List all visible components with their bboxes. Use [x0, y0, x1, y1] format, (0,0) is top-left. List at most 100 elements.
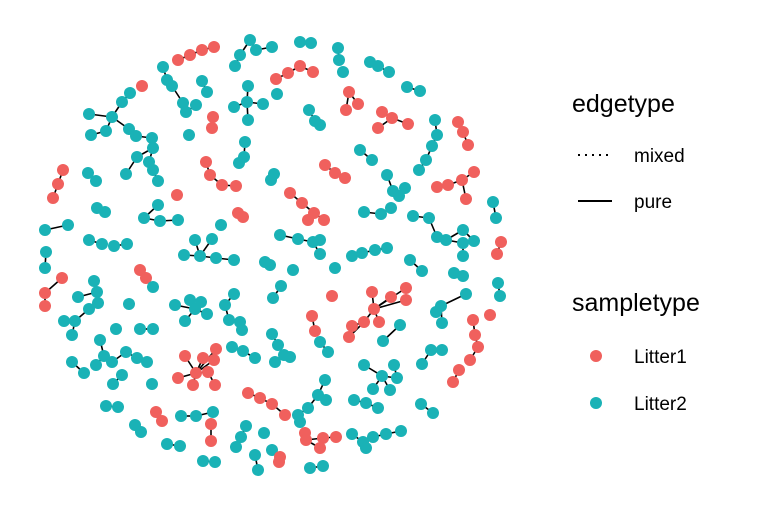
litter1-node-16-0	[376, 106, 388, 118]
litter2-node-48-0	[346, 250, 358, 262]
litter1-node-98-2	[317, 432, 329, 444]
litter2-node-25-4	[147, 164, 159, 176]
litter2-node-19-1	[146, 132, 158, 144]
litter2-node-65-0	[228, 288, 240, 300]
litter1-node-22-1	[457, 126, 469, 138]
litter2-node-64-0	[460, 288, 472, 300]
litter2-node-69-0	[394, 319, 406, 331]
litter2-node-43-0	[407, 210, 419, 222]
litter2-node-103-1	[209, 456, 221, 468]
litter1-node-57-2	[39, 300, 51, 312]
litter2-node-97-5	[360, 442, 372, 454]
litter2-node-78-5	[131, 352, 143, 364]
litter2-node-88-0	[348, 394, 360, 406]
litter1-node-61-6	[358, 316, 370, 328]
litter2-node-23-0	[239, 136, 251, 148]
litter2-node-104-0	[249, 449, 261, 461]
litter1-node-28-0	[200, 156, 212, 168]
litter2-node-43-1	[423, 212, 435, 224]
litter1-node-94-1	[205, 435, 217, 447]
litter2-node-44-1	[292, 233, 304, 245]
litter2-node-62-1	[494, 290, 506, 302]
litter1-node-98-4	[314, 442, 326, 454]
legend-edgetype-title: edgetype	[572, 90, 675, 118]
litter2-node-97-3	[380, 428, 392, 440]
litter1-node-7-1	[282, 67, 294, 79]
litter2-node-73-0	[134, 323, 146, 335]
litter2-node-97-4	[395, 425, 407, 437]
litter1-node-14-1	[352, 98, 364, 110]
litter2-node-64-3	[436, 317, 448, 329]
litter2-node-46-1	[96, 238, 108, 250]
litter2-node-10-1	[116, 96, 128, 108]
litter1-node-0-1	[184, 49, 196, 61]
litter2-node-92-1	[190, 410, 202, 422]
legend-mixed-label: mixed	[634, 146, 685, 167]
litter2-node-75-1	[272, 339, 284, 351]
litter2-node-92-2	[207, 406, 219, 418]
litter2-node-73-1	[147, 323, 159, 335]
litter2-node-24-1	[366, 154, 378, 166]
litter1-node-0-3	[208, 41, 220, 53]
litter1-node-28-1	[204, 169, 216, 181]
litter1-node-81-5	[190, 367, 202, 379]
litter1-node-94-0	[205, 418, 217, 430]
litter2-node-21-4	[413, 164, 425, 176]
litter2-node-72-1	[236, 324, 248, 336]
litter2-node-10-0	[124, 87, 136, 99]
litter1-node-36-4	[302, 214, 314, 226]
litter1-node-27-0	[57, 164, 69, 176]
litter2-node-12-0	[242, 80, 254, 92]
litter2-node-58-0	[88, 275, 100, 287]
litter1-node-22-0	[452, 116, 464, 128]
litter2-node-77-1	[425, 344, 437, 356]
litter2-node-12-4	[242, 114, 254, 126]
litter1-node-32-1	[456, 174, 468, 186]
litter2-node-58-5	[69, 315, 81, 327]
litter1-node-30-0	[319, 159, 331, 171]
litter1-node-87-3	[279, 409, 291, 421]
litter1-node-61-7	[346, 320, 358, 332]
litter2-node-2-0	[229, 60, 241, 72]
litter2-node-60-1	[267, 292, 279, 304]
litter2-node-54-0	[287, 264, 299, 276]
litter2-node-42-0	[215, 219, 227, 231]
litter1-node-61-3	[400, 294, 412, 306]
litter2-node-50-0	[40, 246, 52, 258]
legend-litter1-label: Litter1	[634, 347, 687, 368]
litter1-node-61-1	[385, 291, 397, 303]
litter2-node-104-1	[252, 464, 264, 476]
litter1-node-61-5	[373, 316, 385, 328]
legend-pure-label: pure	[634, 192, 672, 213]
litter2-node-65-2	[223, 314, 235, 326]
litter2-node-43-7	[457, 250, 469, 262]
litter1-node-71-2	[472, 341, 484, 353]
litter2-node-75-0	[266, 328, 278, 340]
litter2-node-29-1	[265, 174, 277, 186]
litter2-node-3-0	[294, 36, 306, 48]
litter2-node-64-2	[430, 306, 442, 318]
litter2-node-82-5	[388, 359, 400, 371]
litter2-node-45-2	[178, 249, 190, 261]
litter2-node-82-1	[376, 370, 388, 382]
litter2-node-78-2	[90, 359, 102, 371]
litter2-node-25-5	[152, 175, 164, 187]
litter1-node-81-0	[179, 350, 191, 362]
litter2-node-40-0	[62, 219, 74, 231]
litter1-node-49-0	[495, 236, 507, 248]
litter1-node-16-1	[386, 112, 398, 124]
litter2-node-45-4	[210, 252, 222, 264]
legend-litter1-dot	[590, 350, 602, 362]
litter2-node-12-1	[241, 96, 253, 108]
litter2-node-67-3	[179, 315, 191, 327]
litter2-node-58-6	[58, 315, 70, 327]
litter2-node-78-4	[120, 346, 132, 358]
litter2-node-10-5	[85, 129, 97, 141]
litter2-node-13-0	[271, 88, 283, 100]
litter2-node-33-1	[393, 190, 405, 202]
litter2-node-25-3	[120, 168, 132, 180]
litter2-node-86-3	[302, 402, 314, 414]
litter2-node-84-1	[107, 378, 119, 390]
litter2-node-45-1	[206, 233, 218, 245]
litter2-node-5-1	[372, 60, 384, 72]
